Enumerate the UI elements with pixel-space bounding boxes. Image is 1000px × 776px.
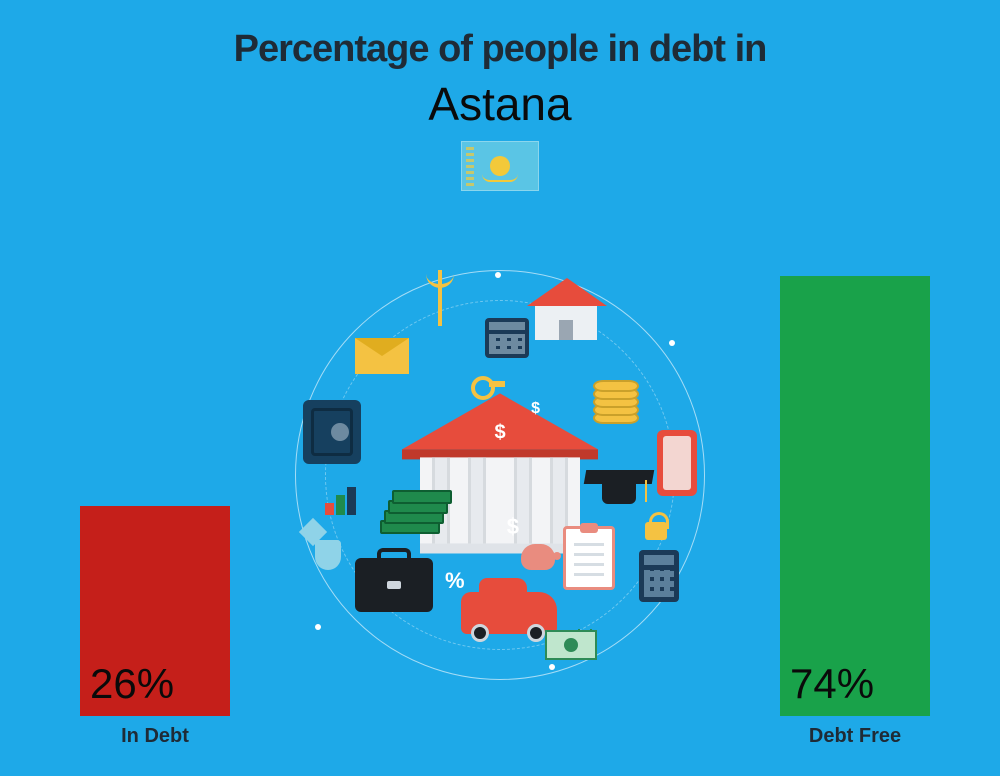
flag-icon bbox=[461, 141, 539, 191]
bar-value-label: 74% bbox=[790, 660, 874, 708]
bar-value-label: 26% bbox=[90, 660, 174, 708]
page-subtitle: Astana bbox=[0, 77, 1000, 131]
page-title: Percentage of people in debt in bbox=[0, 0, 1000, 71]
bar-label-debt-free: Debt Free bbox=[780, 725, 930, 748]
bar-debt-free: 74% bbox=[780, 276, 930, 716]
bar-in-debt: 26% bbox=[80, 506, 230, 716]
bar-fill bbox=[780, 276, 930, 716]
bar-label-in-debt: In Debt bbox=[80, 725, 230, 748]
bar-chart: 26% 74% bbox=[0, 246, 1000, 716]
